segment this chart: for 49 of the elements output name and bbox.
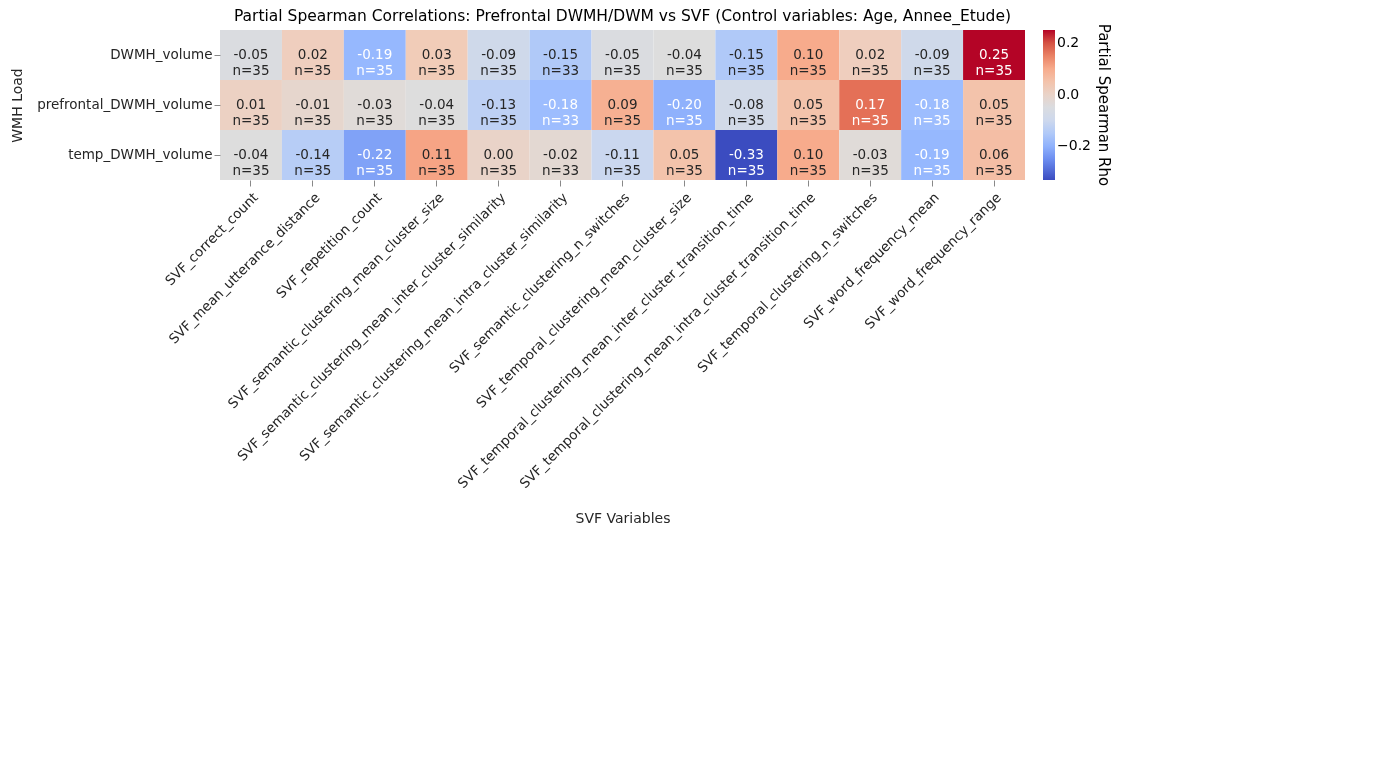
data-label: -0.03 n=35	[851, 146, 889, 178]
data-label: -0.11 n=35	[603, 146, 642, 178]
data-label: 0.01 n=35	[232, 96, 270, 128]
data-label: -0.03 n=35	[356, 96, 394, 128]
data-label: -0.09 n=35	[480, 46, 518, 78]
y-tick-label: prefrontal_DWMH_volume	[37, 96, 213, 112]
data-label: -0.19 n=35	[356, 46, 394, 78]
data-label: -0.04 n=35	[418, 96, 456, 128]
color-bar-label: 0.2	[1057, 33, 1080, 50]
data-label: 0.00 n=35	[480, 146, 518, 178]
data-label: -0.05 n=35	[603, 46, 642, 78]
data-label: 0.06 n=35	[975, 146, 1013, 178]
color-bar-label: −0.2	[1057, 137, 1091, 154]
data-label: -0.15 n=35	[727, 46, 765, 78]
data-label: 0.10 n=35	[789, 146, 827, 178]
data-label: 0.05 n=35	[665, 146, 703, 178]
y-tick-label: DWMH_volume	[110, 46, 213, 62]
data-label: -0.22 n=35	[356, 146, 394, 178]
data-label: 0.25 n=35	[975, 46, 1013, 78]
data-label: -0.18 n=35	[913, 96, 951, 128]
data-label: -0.05 n=35	[232, 46, 270, 78]
data-label: -0.09 n=35	[913, 46, 951, 78]
data-label: -0.33 n=35	[727, 146, 765, 178]
color-bar-label: 0.0	[1057, 85, 1080, 102]
color-bar-title: Partial Spearman Rho	[1095, 23, 1113, 187]
data-label: -0.01 n=35	[294, 96, 332, 128]
y-tick-label: temp_DWMH_volume	[68, 146, 213, 162]
data-label: 0.10 n=35	[789, 46, 827, 78]
x-axis-title: SVF Variables	[575, 509, 671, 526]
data-label: -0.18 n=33	[542, 96, 580, 128]
data-label: -0.20 n=35	[665, 96, 703, 128]
data-label: -0.02 n=33	[542, 146, 580, 178]
data-label: -0.04 n=35	[232, 146, 270, 178]
data-label: 0.03 n=35	[418, 46, 456, 78]
data-label: 0.09 n=35	[603, 96, 642, 128]
y-axis-title: WMH Load	[9, 68, 26, 143]
data-label: -0.13 n=35	[480, 96, 518, 128]
chart-title: Partial Spearman Correlations: Prefrontal DWMH/DWM vs SVF (Control variables: Age, Annee_Etude)	[233, 6, 1012, 26]
data-label: -0.15 n=33	[542, 46, 580, 78]
data-label: -0.04 n=35	[665, 46, 703, 78]
data-label: 0.05 n=35	[789, 96, 827, 128]
data-label: 0.05 n=35	[975, 96, 1013, 128]
data-label: -0.08 n=35	[727, 96, 765, 128]
data-label: 0.02 n=35	[851, 46, 889, 78]
data-label: 0.17 n=35	[851, 96, 889, 128]
data-label: -0.19 n=35	[913, 146, 951, 178]
data-label: 0.11 n=35	[418, 146, 456, 178]
data-label: -0.14 n=35	[294, 146, 332, 178]
data-label: 0.02 n=35	[294, 46, 332, 78]
